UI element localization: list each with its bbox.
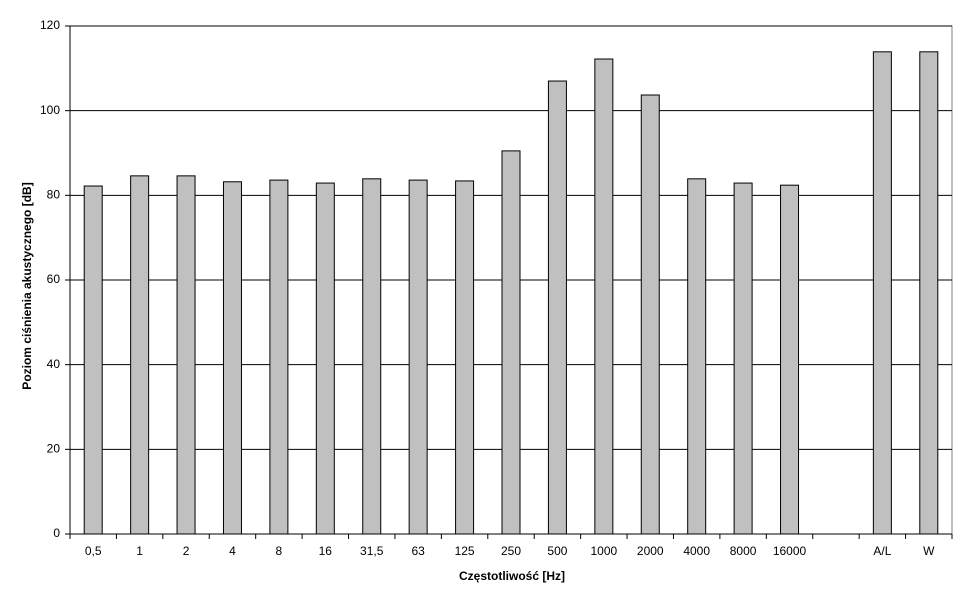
x-tick-label: 125: [455, 544, 475, 558]
x-tick-label: 1000: [590, 544, 617, 558]
x-tick-label: 16: [319, 544, 333, 558]
bar: [130, 175, 150, 535]
y-tick-label: 60: [47, 272, 61, 286]
x-tick-label: 4000: [683, 544, 710, 558]
bar: [780, 184, 800, 535]
x-tick-label: W: [923, 544, 935, 558]
x-tick-label: 31,5: [360, 544, 384, 558]
bar: [83, 185, 103, 535]
bar: [687, 178, 707, 535]
bar: [269, 179, 289, 535]
bar: [872, 51, 892, 535]
bar: [640, 94, 660, 535]
y-axis-label: Poziom ciśnienia akustycznego [dB]: [20, 182, 34, 389]
bar: [733, 182, 753, 535]
bar: [547, 80, 567, 535]
y-tick-label: 0: [53, 526, 60, 540]
x-axis-label: Częstotliwość [Hz]: [459, 569, 565, 583]
y-tick-label: 100: [40, 103, 60, 117]
y-tick-label: 120: [40, 18, 60, 32]
x-tick-label: 63: [411, 544, 425, 558]
bar: [501, 150, 521, 535]
y-tick-label: 80: [47, 188, 61, 202]
x-tick-label: 1: [136, 544, 143, 558]
bar: [455, 180, 475, 535]
x-tick-label: 4: [229, 544, 236, 558]
x-tick-label: 8000: [730, 544, 757, 558]
x-tick-label: 500: [547, 544, 567, 558]
y-tick-label: 20: [47, 442, 61, 456]
x-tick-label: 16000: [773, 544, 807, 558]
bar: [315, 182, 335, 535]
bar: [362, 178, 382, 535]
x-tick-label: 2: [183, 544, 190, 558]
y-tick-label: 40: [47, 357, 61, 371]
bar: [408, 179, 428, 535]
x-tick-label: 0,5: [85, 544, 102, 558]
x-tick-label: 250: [501, 544, 521, 558]
bar: [919, 51, 939, 535]
bar: [176, 175, 196, 535]
x-tick-label: 8: [276, 544, 283, 558]
x-tick-label: A/L: [873, 544, 891, 558]
bar: [594, 58, 614, 535]
x-tick-label: 2000: [637, 544, 664, 558]
bar: [222, 181, 242, 535]
